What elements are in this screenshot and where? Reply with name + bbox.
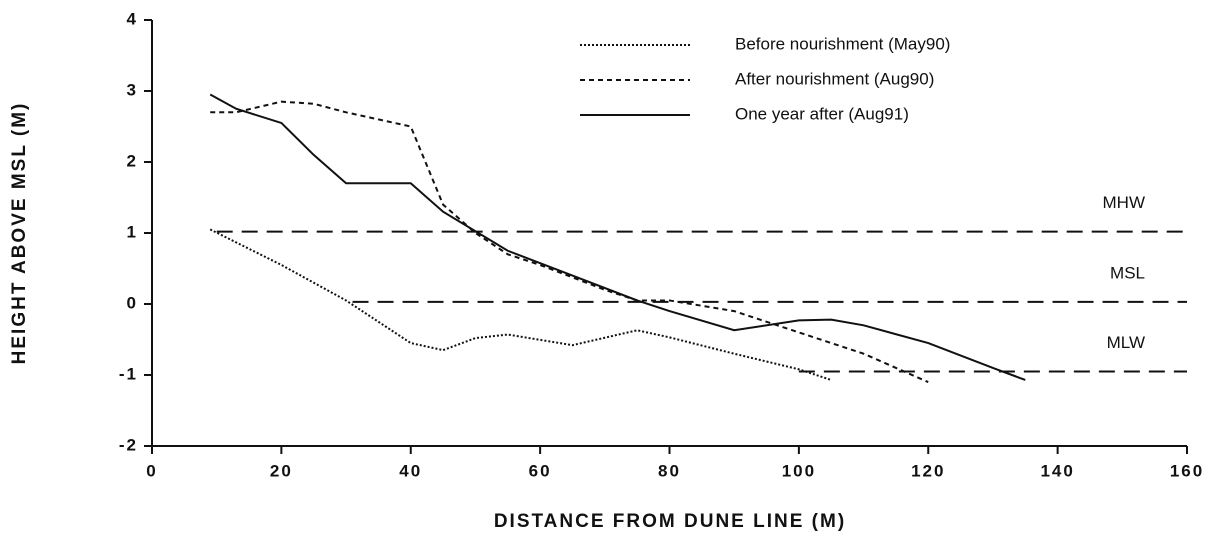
x-tick-label: 100 [782, 461, 816, 480]
series-line [209, 93, 1026, 381]
y-tick-label: 3 [127, 80, 138, 99]
reference-label: MSL [1110, 263, 1145, 282]
series-line [210, 100, 929, 384]
legend-label: After nourishment (Aug90) [735, 69, 934, 88]
legend-label: Before nourishment (May90) [735, 34, 950, 53]
x-tick-label: 0 [146, 461, 157, 480]
x-tick-label: 160 [1170, 461, 1204, 480]
y-axis-label: HEIGHT ABOVE MSL (M) [9, 102, 30, 365]
y-tick-label: -2 [119, 435, 138, 454]
x-tick-label: 120 [911, 461, 945, 480]
y-tick-label: 2 [127, 151, 138, 170]
reference-label: MLW [1107, 333, 1145, 352]
y-tick-label: -1 [119, 364, 138, 383]
reference-label: MHW [1103, 193, 1145, 212]
x-tick-label: 40 [399, 461, 422, 480]
x-tick-label: 60 [529, 461, 552, 480]
x-tick-label: 140 [1040, 461, 1074, 480]
legend-label: One year after (Aug91) [735, 104, 909, 123]
x-axis-label: DISTANCE FROM DUNE LINE (M) [494, 511, 846, 532]
y-tick-label: 4 [127, 9, 138, 28]
x-tick-label: 80 [658, 461, 681, 480]
y-tick-label: 0 [127, 293, 138, 312]
series-line [209, 228, 832, 381]
y-tick-label: 1 [127, 222, 138, 241]
x-tick-label: 20 [270, 461, 293, 480]
